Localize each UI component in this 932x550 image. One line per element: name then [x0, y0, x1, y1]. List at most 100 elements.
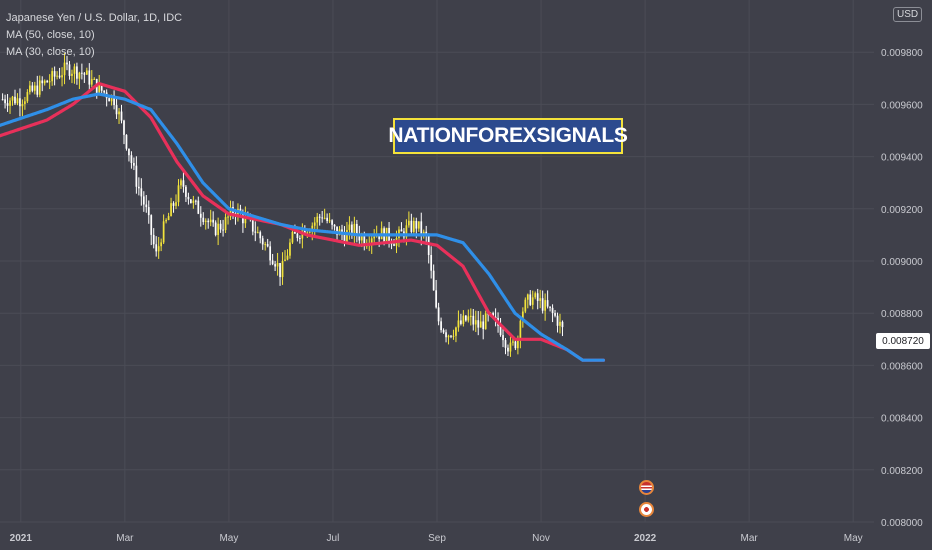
candle-body [128, 148, 130, 156]
candle-body [271, 260, 274, 265]
candle-body [46, 80, 49, 83]
candle-body [85, 70, 88, 75]
candle-body [150, 215, 153, 235]
candle-body [123, 120, 125, 135]
candle-body [28, 85, 31, 93]
candle-body [155, 244, 158, 252]
ma-30-legend[interactable]: MA (30, close, 10) [6, 46, 95, 58]
candle-body [31, 85, 34, 91]
candle-body [224, 217, 227, 231]
candle-body [373, 236, 376, 239]
candle-body [120, 111, 123, 121]
candle-body [113, 95, 115, 106]
x-tick-label: Nov [532, 533, 550, 544]
y-tick-label: 0.008400 [881, 414, 923, 425]
currency-badge[interactable]: USD [893, 7, 923, 22]
candle-body [405, 225, 408, 238]
candle-body [529, 294, 532, 305]
us-flag-icon[interactable] [639, 480, 654, 495]
candle-body [61, 75, 63, 78]
candle-body [83, 73, 86, 75]
candle-body [135, 165, 138, 187]
ma-50-legend[interactable]: MA (50, close, 10) [6, 29, 95, 41]
candle-body [420, 221, 423, 236]
moving-average-lines [0, 81, 606, 362]
candle-body [514, 341, 517, 349]
candle-body [147, 207, 150, 216]
watermark-banner: NATIONFOREXSIGNALS [388, 118, 628, 154]
candle-body [229, 206, 232, 217]
candle-body [1, 99, 4, 101]
japan-flag-icon[interactable] [639, 502, 654, 517]
candle-body [48, 81, 51, 83]
candle-body [539, 298, 542, 301]
candle-body [355, 223, 358, 235]
candle-body [219, 223, 222, 230]
candle-body [494, 316, 497, 318]
candle-body [541, 298, 544, 311]
candle-body [408, 220, 410, 226]
candle-body [88, 70, 91, 85]
candle-body [437, 307, 440, 322]
candle-body [467, 316, 470, 321]
candle-body [276, 262, 279, 267]
candle-body [360, 236, 363, 241]
x-tick-label: May [844, 533, 863, 544]
candle-body [435, 290, 437, 308]
candle-body [316, 216, 319, 223]
candle-body [519, 320, 522, 339]
candle-body [559, 321, 561, 326]
candle-body [484, 313, 487, 330]
candle-body [333, 224, 336, 227]
candle-body [142, 196, 145, 205]
y-tick-label: 0.008200 [881, 466, 923, 477]
candle-body [531, 297, 534, 305]
candle-body [177, 185, 180, 203]
candle-body [363, 236, 366, 247]
candle-body [217, 223, 219, 235]
candle-body [289, 242, 291, 256]
candle-body [108, 98, 110, 102]
y-tick-label: 0.009000 [881, 257, 923, 268]
last-price-label: 0.008720 [876, 333, 930, 349]
candle-body [160, 242, 163, 247]
candle-body [98, 83, 101, 94]
y-tick-label: 0.008600 [881, 361, 923, 372]
candle-body [328, 220, 331, 222]
candle-body [36, 85, 39, 95]
candle-body [482, 321, 485, 330]
candle-body [554, 313, 556, 316]
x-tick-label: 2022 [634, 533, 657, 544]
candle-body [4, 99, 6, 104]
candle-body [16, 98, 19, 104]
symbol-title[interactable]: Japanese Yen / U.S. Dollar, 1D, IDC [6, 12, 183, 24]
candle-body [284, 259, 286, 262]
candle-body [214, 222, 217, 235]
candle-body [165, 220, 167, 222]
y-axis[interactable]: 0.008000 0.008200 0.008400 0.008600 0.008800… [881, 48, 923, 529]
candle-body [110, 95, 113, 102]
candle-body [187, 196, 190, 200]
candle-body [182, 180, 185, 187]
y-tick-label: 0.008800 [881, 309, 923, 320]
candle-body [517, 338, 519, 349]
candle-body [43, 80, 46, 84]
candle-body [321, 217, 324, 219]
candle-body [133, 163, 135, 166]
candle-body [393, 244, 395, 246]
candle-body [326, 217, 328, 221]
candle-body [199, 213, 202, 218]
candle-body [244, 216, 247, 224]
candle-body [172, 203, 175, 206]
candle-body [512, 341, 514, 343]
x-axis[interactable]: 2021 Mar May Jul Sep Nov 2022 Mar May [10, 533, 863, 544]
candle-body [430, 255, 433, 271]
candle-body [19, 98, 21, 107]
candle-body [170, 203, 172, 217]
candle-body [103, 90, 106, 93]
candle-body [71, 73, 73, 76]
candle-body [130, 155, 133, 164]
candle-body [58, 75, 61, 78]
candle-body [259, 232, 262, 239]
